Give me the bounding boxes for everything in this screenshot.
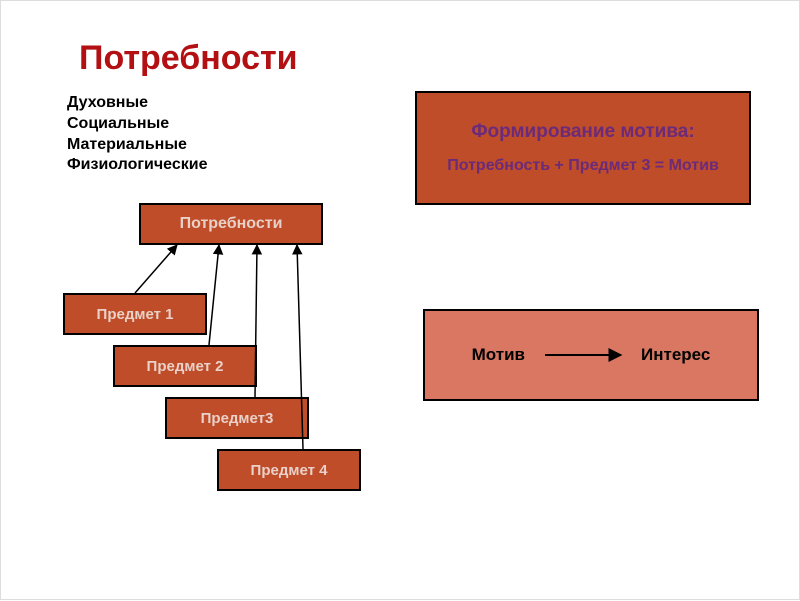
page-title: Потребности [79, 39, 298, 78]
formation-box: Формирование мотива: Потребность + Предм… [415, 91, 751, 205]
needs-list-item: Физиологические [67, 155, 208, 176]
motive-box: Мотив Интерес [423, 309, 759, 401]
diagram-root: Потребности [139, 203, 323, 245]
formation-body: Потребность + Предмет 3 = Мотив [447, 157, 719, 175]
diagram-item-label: Предмет3 [201, 410, 274, 427]
needs-list-item: Материальные [67, 135, 208, 156]
diagram-item: Предмет 1 [63, 293, 207, 335]
diagram-item-label: Предмет 2 [147, 358, 224, 375]
diagram-item: Предмет 4 [217, 449, 361, 491]
diagram-item: Предмет3 [165, 397, 309, 439]
motive-right: Интерес [641, 345, 710, 365]
needs-list-item: Духовные [67, 93, 208, 114]
needs-list-item: Социальные [67, 114, 208, 135]
diagram-item-label: Предмет 4 [251, 462, 328, 479]
arrow-icon [543, 345, 623, 365]
diagram-root-label: Потребности [180, 215, 283, 233]
formation-title: Формирование мотива: [471, 121, 694, 143]
diagram-item: Предмет 2 [113, 345, 257, 387]
diagram-item-label: Предмет 1 [97, 306, 174, 323]
motive-left: Мотив [472, 345, 525, 365]
needs-list: Духовные Социальные Материальные Физиоло… [67, 93, 208, 176]
